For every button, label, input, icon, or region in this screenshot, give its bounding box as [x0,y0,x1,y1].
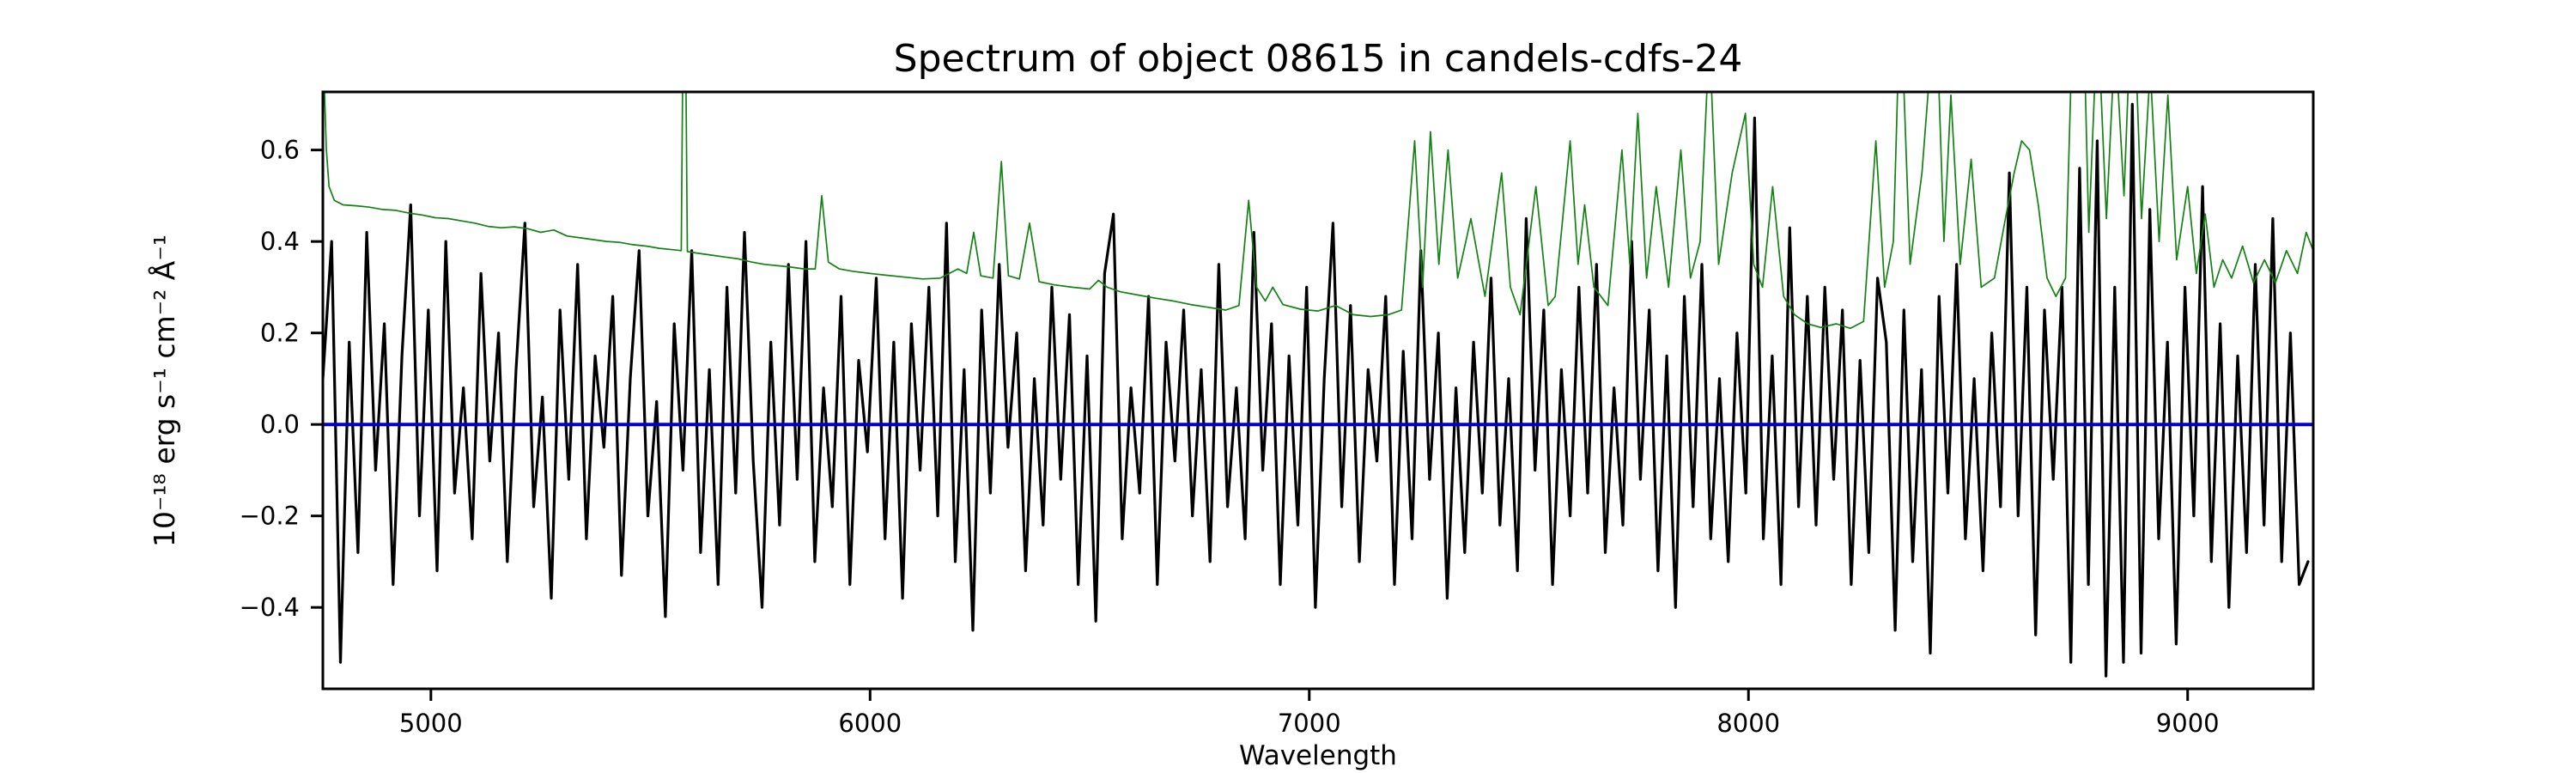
x-tick-label: 9000 [2156,709,2220,738]
x-tick-label: 5000 [399,709,463,738]
plot-title: Spectrum of object 08615 in candels-cdfs… [894,37,1743,81]
object-flux-spectrum-line [323,102,2310,678]
y-axis-label: 10⁻¹⁸ erg s⁻¹ cm⁻² Å⁻¹ [147,234,181,547]
axes-spines [321,90,2315,691]
x-tick-label: 6000 [838,709,902,738]
noise-spectrum-line [324,92,2313,330]
y-tick-label: 0.2 [260,319,300,348]
y-tick-label: 0.0 [260,410,300,439]
y-tick-label: 0.6 [260,136,300,165]
y-tick-label: −0.4 [240,593,300,622]
x-tick-label: 7000 [1278,709,1341,738]
series-group [323,92,2313,678]
y-tick-label: 0.4 [260,227,300,256]
y-tick-label: −0.2 [240,502,300,531]
x-tick-label: 8000 [1716,709,1780,738]
x-axis-label: Wavelength [1239,740,1397,771]
plot-area [323,92,2313,689]
ticks-group: 5000 6000 7000 8000 9000 0.6 0.4 0.2 0.0 −0.2 −0.4 [240,136,2220,738]
